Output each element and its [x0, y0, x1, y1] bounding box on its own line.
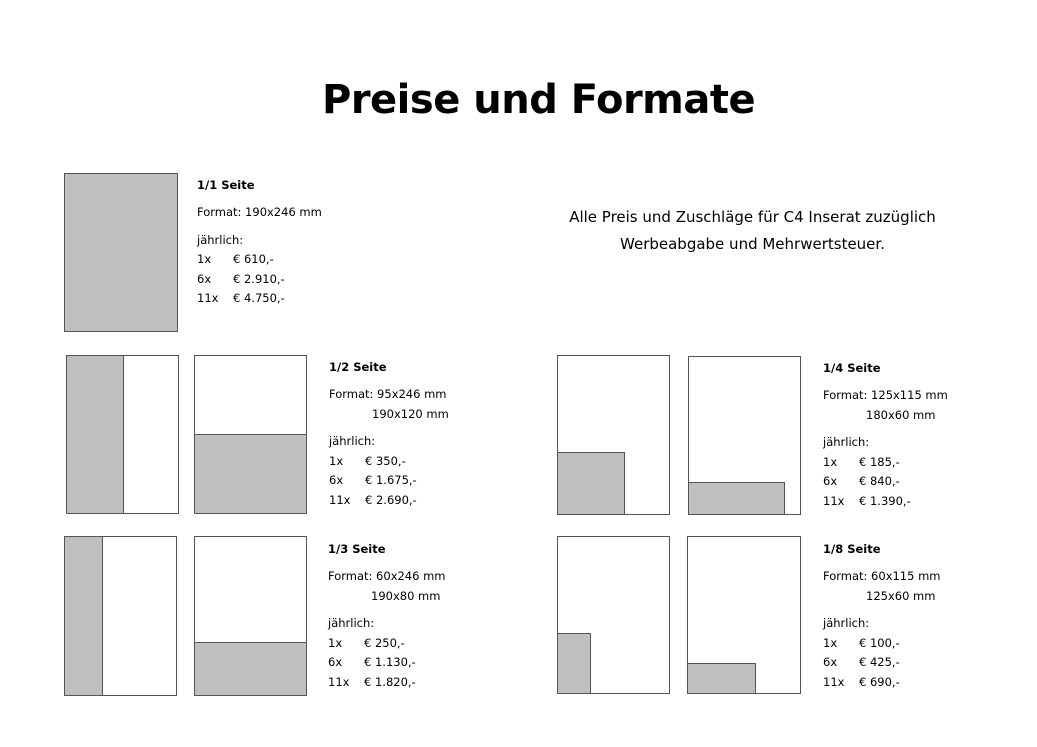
quarter-page-strip-diagram — [688, 356, 801, 515]
full-page-diagram — [64, 173, 178, 332]
quarter-page-strip-fill — [688, 482, 785, 515]
price-row: 11x € 4.750,- — [197, 291, 285, 305]
quarter-page-heading: 1/4 Seite — [823, 361, 881, 375]
third-page-vertical-fill — [64, 536, 103, 696]
price-row: 1x € 610,- — [197, 252, 274, 266]
eighth-page-strip-diagram — [687, 536, 801, 694]
half-page-horizontal-fill — [194, 434, 307, 514]
eighth-page-format: Format: 60x115 mm — [823, 569, 941, 583]
third-page-format: Format: 60x246 mm — [328, 569, 446, 583]
half-page-vertical-fill — [66, 355, 124, 514]
price-row: 6x € 425,- — [823, 655, 900, 669]
quarter-page-format: Format: 125x115 mm — [823, 388, 948, 402]
full-page-yearly-label: jährlich: — [197, 232, 244, 247]
half-page-horizontal-diagram — [194, 355, 307, 514]
half-page-yearly-label: jährlich: — [329, 434, 376, 448]
third-page-info: 1/3 Seite Format: 60x246 mm 190x80 mm jä… — [328, 540, 446, 692]
half-page-info: 1/2 Seite Format: 95x246 mm 190x120 mm j… — [329, 358, 449, 510]
quarter-page-info: 1/4 Seite Format: 125x115 mm 180x60 mm j… — [823, 359, 948, 511]
third-page-vertical-diagram — [64, 536, 177, 696]
eighth-page-block-fill — [557, 633, 591, 694]
price-row: 6x € 1.130,- — [328, 655, 416, 669]
price-row: 11x € 2.690,- — [329, 492, 417, 507]
page-title: Preise und Formate — [322, 77, 756, 123]
half-page-heading: 1/2 Seite — [329, 360, 387, 374]
eighth-page-strip-fill — [687, 663, 756, 694]
third-page-horizontal-diagram — [194, 536, 307, 696]
price-row: 1x € 185,- — [823, 454, 900, 469]
price-row: 11x € 690,- — [823, 674, 900, 689]
price-row: 11x € 1.820,- — [328, 674, 416, 689]
eighth-page-yearly-label: jährlich: — [823, 616, 870, 630]
quarter-page-yearly-label: jährlich: — [823, 435, 870, 449]
full-page-info: 1/1 Seite Format: 190x246 mm jährlich: 1… — [197, 176, 322, 309]
price-row: 1x € 350,- — [329, 453, 406, 468]
third-page-horizontal-fill — [194, 642, 307, 696]
half-page-format: Format: 95x246 mm — [329, 387, 447, 401]
price-row: 6x € 1.675,- — [329, 473, 417, 487]
quarter-page-format-alt: 180x60 mm — [866, 407, 936, 422]
price-row: 11x € 1.390,- — [823, 493, 911, 508]
eighth-page-format-alt: 125x60 mm — [866, 588, 936, 603]
half-page-vertical-diagram — [66, 355, 179, 514]
third-page-heading: 1/3 Seite — [328, 542, 386, 556]
eighth-page-block-diagram — [557, 536, 670, 694]
price-row: 1x € 250,- — [328, 635, 405, 650]
price-row: 1x € 100,- — [823, 635, 900, 650]
third-page-format-alt: 190x80 mm — [371, 588, 441, 603]
quarter-page-block-diagram — [557, 355, 670, 515]
price-row: 6x € 840,- — [823, 474, 900, 488]
half-page-format-alt: 190x120 mm — [372, 406, 449, 421]
eighth-page-heading: 1/8 Seite — [823, 542, 881, 556]
full-page-heading: 1/1 Seite — [197, 178, 255, 192]
tax-notice: Alle Preis und Zuschläge für C4 Inserat … — [569, 208, 936, 253]
eighth-page-info: 1/8 Seite Format: 60x115 mm 125x60 mm jä… — [823, 540, 941, 692]
full-page-format: Format: 190x246 mm — [197, 205, 322, 219]
price-row: 6x € 2.910,- — [197, 271, 285, 286]
third-page-yearly-label: jährlich: — [328, 616, 375, 630]
quarter-page-block-fill — [557, 452, 625, 515]
